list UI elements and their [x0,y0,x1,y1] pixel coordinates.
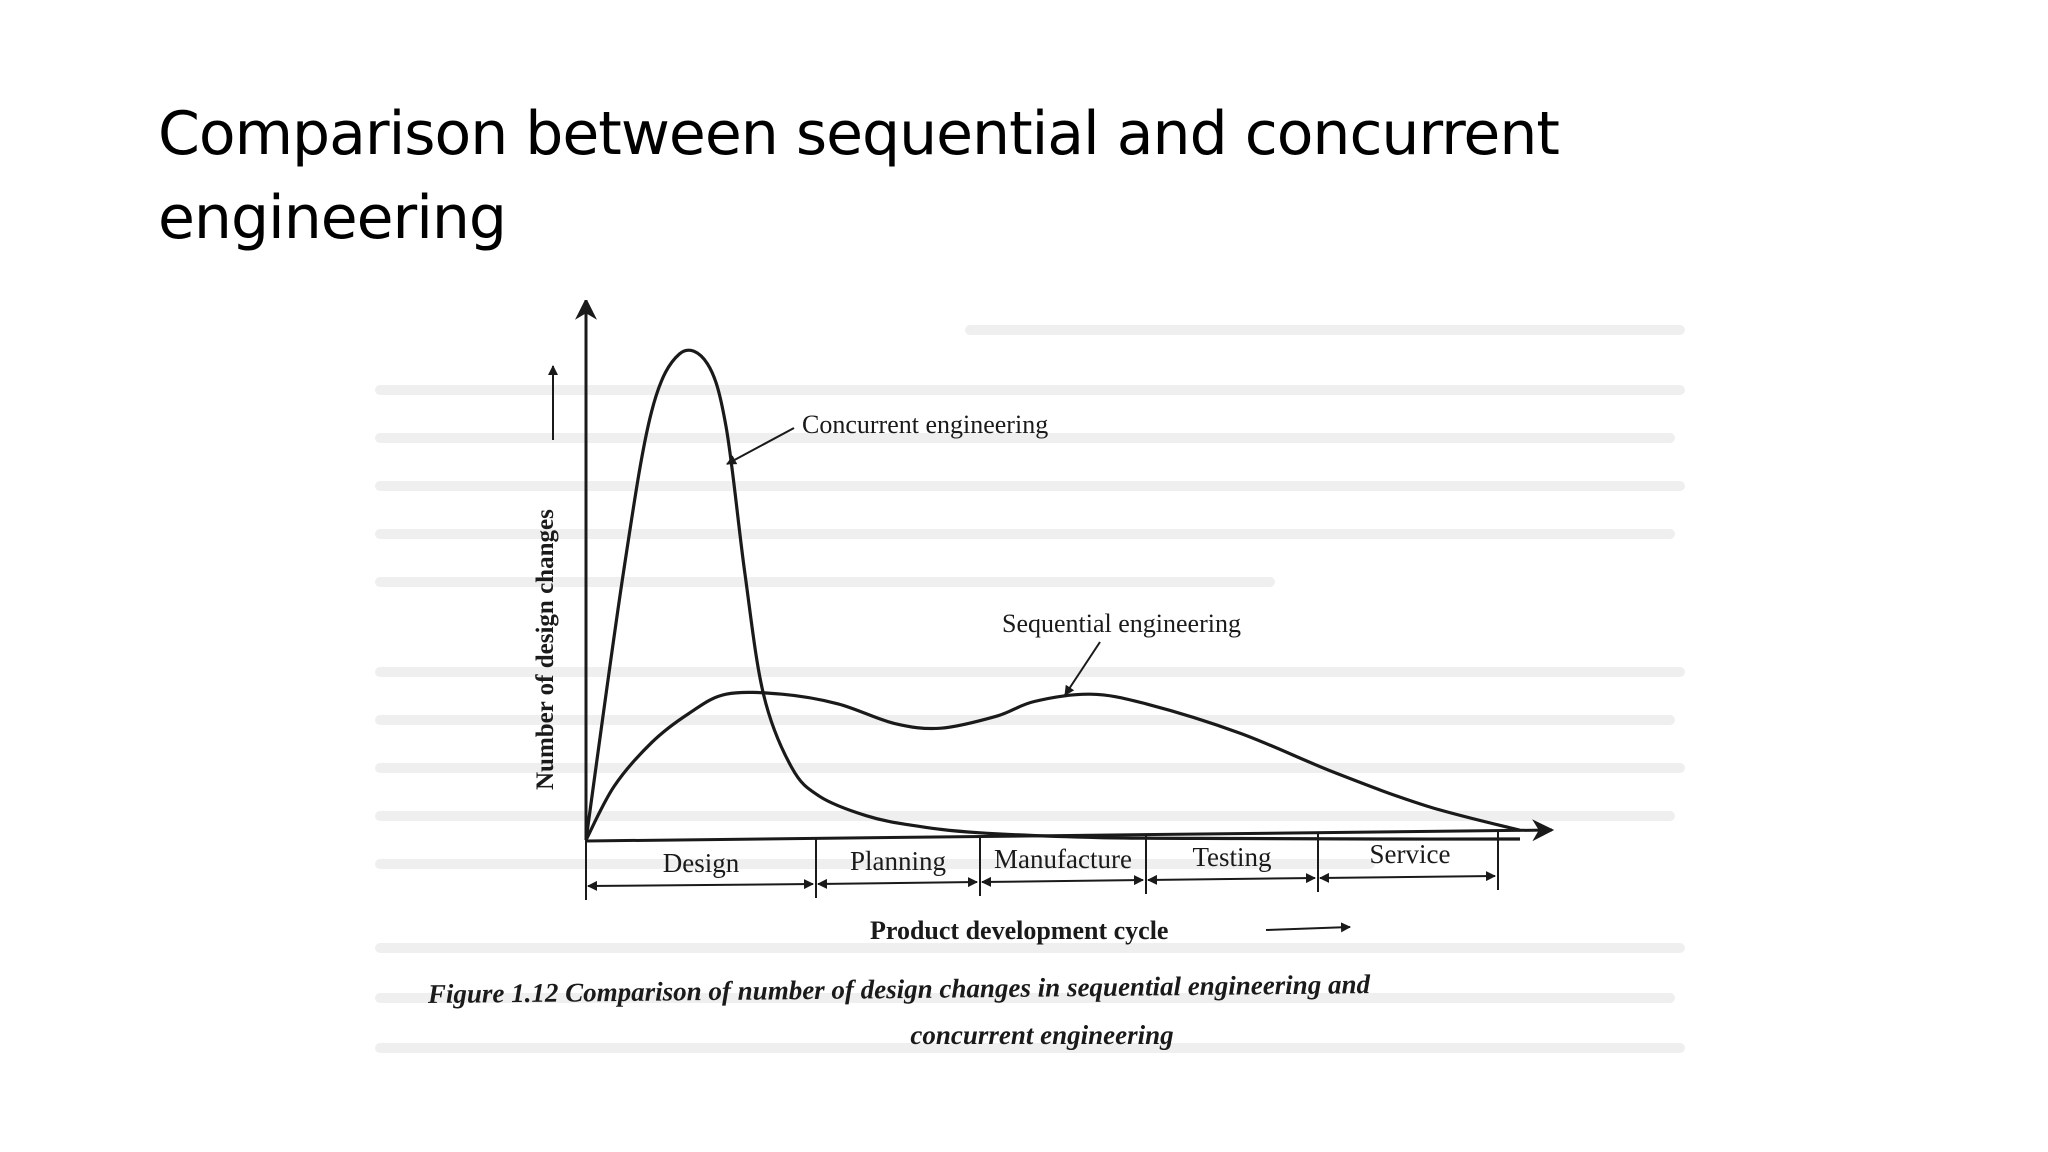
concurrent-engineering-curve [584,348,1521,841]
figure: Number of design changes Concurrent engi… [370,300,1700,1080]
y-axis-label: Number of design changes [532,509,559,790]
chart-svg: Number of design changes Concurrent engi… [375,300,1685,1053]
figure-caption-line2: concurrent engineering [910,1020,1173,1050]
phase-separators [585,830,1499,900]
page-ghost-lines [375,325,1685,1053]
sequential-pointer-arrow [1064,641,1101,696]
phase-label-testing: Testing [1192,842,1271,872]
concurrent-pointer-arrow [726,427,795,465]
figure-caption-line1: Figure 1.12 Comparison of number of desi… [427,969,1371,1009]
slide-title: Comparison between sequential and concur… [158,99,1560,253]
x-label-arrow [1265,922,1351,933]
phase-label-manufacture: Manufacture [994,844,1132,874]
phase-label-service: Service [1370,839,1451,869]
phase-label-design: Design [663,848,740,878]
phase-label-planning: Planning [850,846,946,876]
sequential-engineering-label: Sequential engineering [1002,609,1241,638]
phase-span-arrows [587,871,1496,891]
concurrent-engineering-label: Concurrent engineering [802,410,1048,439]
sequential-engineering-curve [584,690,1521,841]
x-axis-label: Product development cycle [870,916,1168,945]
